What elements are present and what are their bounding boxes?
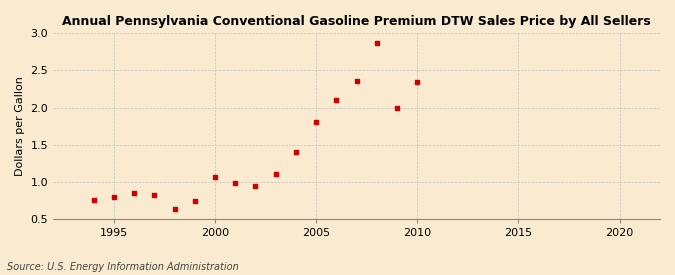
- Point: [190, 199, 200, 203]
- Point: [210, 174, 221, 179]
- Point: [351, 79, 362, 83]
- Point: [392, 105, 402, 110]
- Point: [412, 79, 423, 84]
- Point: [331, 98, 342, 102]
- Point: [109, 194, 119, 199]
- Point: [169, 207, 180, 211]
- Point: [371, 41, 382, 45]
- Text: Source: U.S. Energy Information Administration: Source: U.S. Energy Information Administ…: [7, 262, 238, 272]
- Point: [129, 191, 140, 195]
- Point: [290, 150, 301, 154]
- Point: [310, 120, 321, 125]
- Point: [88, 198, 99, 203]
- Point: [149, 193, 160, 197]
- Point: [270, 172, 281, 176]
- Point: [230, 181, 240, 186]
- Title: Annual Pennsylvania Conventional Gasoline Premium DTW Sales Price by All Sellers: Annual Pennsylvania Conventional Gasolin…: [62, 15, 651, 28]
- Y-axis label: Dollars per Gallon: Dollars per Gallon: [15, 76, 25, 176]
- Point: [250, 183, 261, 188]
